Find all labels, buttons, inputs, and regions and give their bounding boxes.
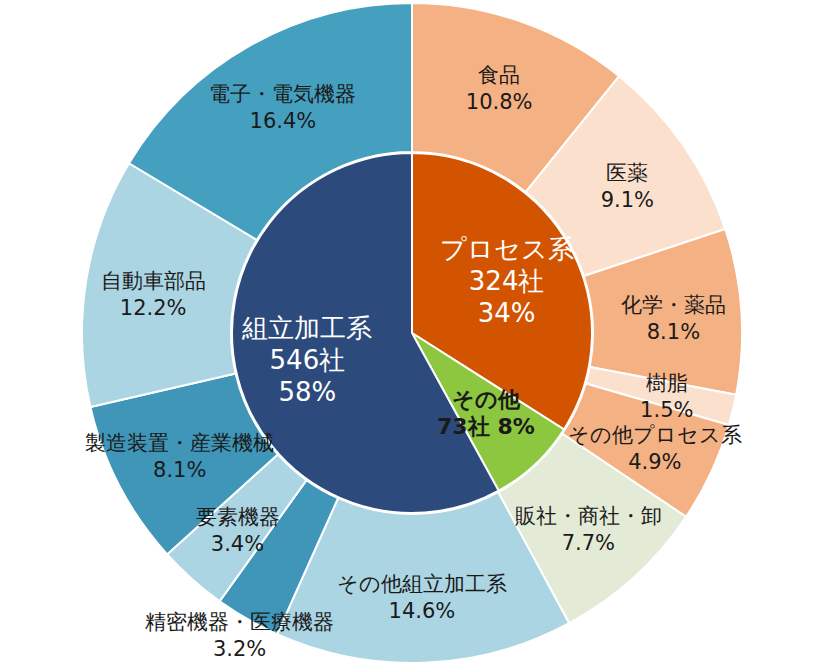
slice-percent: 7.7% xyxy=(562,531,615,555)
group-label: プロセス系324社34% xyxy=(440,234,574,328)
group-count: 546社 xyxy=(270,345,346,375)
slice-name: その他プロセス系 xyxy=(568,423,742,447)
inner-pie xyxy=(232,153,592,513)
slice-label: 販社・商社・卸 7.7% xyxy=(515,504,662,555)
slice-label-text: 製造装置・産業機械 8.1% xyxy=(85,431,274,482)
slice-label-text: 電子・電気機器 16.4% xyxy=(209,82,356,133)
inner-slice xyxy=(232,153,499,513)
group-label: その他73社 8% xyxy=(437,387,535,439)
slice-percent: 4.9% xyxy=(628,450,681,474)
slice-percent: 10.8% xyxy=(466,90,533,114)
slice-name: 樹脂 xyxy=(646,371,688,395)
slice-label-text: その他組立加工系 14.6% xyxy=(337,572,507,623)
slice-percent: 3.2% xyxy=(213,637,266,661)
slice-percent: 3.4% xyxy=(211,532,264,556)
slice-name: 医薬 xyxy=(606,161,648,185)
slice-label: 医薬 9.1% xyxy=(601,161,654,212)
slice-label-text: その他プロセス系 4.9% xyxy=(568,423,742,474)
slice-percent: 8.1% xyxy=(153,458,206,482)
slice-name: 化学・薬品 xyxy=(621,293,726,317)
group-percent: 8% xyxy=(498,414,535,439)
slice-percent: 8.1% xyxy=(647,320,700,344)
slice-name: 電子・電気機器 xyxy=(209,82,356,106)
slice-label: 製造装置・産業機械 8.1% xyxy=(85,431,274,482)
group-percent: 34% xyxy=(478,298,536,328)
slice-label: 樹脂 1.5% xyxy=(640,371,693,422)
slice-label-text: 要素機器 3.4% xyxy=(196,505,280,556)
slice-label: 自動車部品 12.2% xyxy=(101,269,206,320)
slice-percent: 1.5% xyxy=(640,398,693,422)
slice-label-text: 精密機器・医療機器 3.2% xyxy=(145,610,334,661)
labels: プロセス系324社34% その他73社 8% 組立加工系546社58% 食品 10.8% 医… xyxy=(85,63,742,661)
slice-label: 電子・電気機器 16.4% xyxy=(209,82,356,133)
sunburst: プロセス系324社34% その他73社 8% 組立加工系546社58% 食品 10.8% 医… xyxy=(82,3,742,663)
group-name: プロセス系 xyxy=(440,234,574,264)
slice-label-text: 化学・薬品 8.1% xyxy=(621,293,726,344)
group-percent: 58% xyxy=(278,377,336,407)
slice-label: その他組立加工系 14.6% xyxy=(337,572,507,623)
slice-percent: 14.6% xyxy=(389,599,456,623)
slice-label: その他プロセス系 4.9% xyxy=(568,423,742,474)
slice-name: 製造装置・産業機械 xyxy=(85,431,274,455)
group-count: 324社 xyxy=(469,266,545,296)
slice-name: 精密機器・医療機器 xyxy=(145,610,334,634)
chart: プロセス系324社34% その他73社 8% 組立加工系546社58% 食品 10.8% 医… xyxy=(0,0,822,672)
slice-name: 自動車部品 xyxy=(101,269,206,293)
group-count: 73社 xyxy=(437,414,490,439)
slice-label: 食品 10.8% xyxy=(466,63,533,114)
group-label: 組立加工系546社58% xyxy=(241,313,372,407)
slice-name: 食品 xyxy=(478,63,520,87)
slice-label: 精密機器・医療機器 3.2% xyxy=(145,610,334,661)
outer-ring xyxy=(82,3,742,663)
slice-name: 要素機器 xyxy=(196,505,280,529)
slice-label-text: 食品 10.8% xyxy=(466,63,533,114)
group-name: その他 xyxy=(452,387,521,412)
slice-label-text: 販社・商社・卸 7.7% xyxy=(515,504,662,555)
slice-label: 要素機器 3.4% xyxy=(196,505,280,556)
group-name: 組立加工系 xyxy=(241,313,372,343)
slice-label-text: 樹脂 1.5% xyxy=(640,371,693,422)
slice-percent: 12.2% xyxy=(120,296,187,320)
slice-name: 販社・商社・卸 xyxy=(515,504,662,528)
slice-label: 化学・薬品 8.1% xyxy=(621,293,726,344)
slice-percent: 16.4% xyxy=(250,109,317,133)
slice-label-text: 自動車部品 12.2% xyxy=(101,269,206,320)
slice-name: その他組立加工系 xyxy=(337,572,507,596)
slice-label-text: 医薬 9.1% xyxy=(601,161,654,212)
slice-percent: 9.1% xyxy=(601,188,654,212)
